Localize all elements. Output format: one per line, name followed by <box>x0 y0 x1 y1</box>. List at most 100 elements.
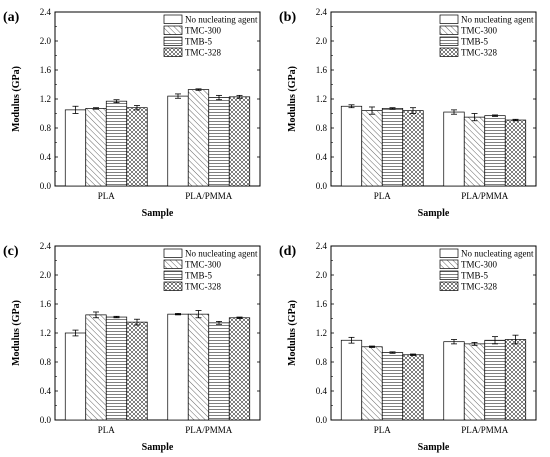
legend-swatch <box>163 248 183 258</box>
y-tick-label: 1.2 <box>316 328 327 338</box>
y-tick-label: 0.0 <box>316 181 328 191</box>
legend-swatch <box>439 259 459 269</box>
y-tick-label: 1.6 <box>316 299 328 309</box>
x-axis-label: Sample <box>142 208 174 219</box>
legend-swatch <box>163 36 183 46</box>
y-tick-label: 2.0 <box>40 270 52 280</box>
panel-label: (d) <box>279 244 296 259</box>
bar <box>187 89 210 187</box>
legend-label: TMB-5 <box>461 271 489 281</box>
y-tick-label: 1.6 <box>40 299 52 309</box>
y-tick-label: 2.4 <box>316 241 328 251</box>
legend-label: TMC-328 <box>461 282 498 292</box>
legend-label: TMC-328 <box>185 282 222 292</box>
bar <box>64 332 87 421</box>
panel-label: (c) <box>3 244 19 259</box>
legend-label: No nucleating agent <box>185 15 258 25</box>
bar <box>402 110 424 187</box>
x-tick-label: PLA/PMMA <box>185 425 233 435</box>
legend-swatch <box>163 47 183 57</box>
y-tick-label: 0.0 <box>316 415 328 425</box>
x-axis-label: Sample <box>418 208 450 219</box>
bar <box>463 343 486 421</box>
bar <box>208 322 230 421</box>
bar <box>105 316 128 421</box>
y-tick-label: 2.0 <box>316 36 328 46</box>
bar <box>443 111 465 187</box>
bar <box>228 96 251 187</box>
chart-panel: 0.0 0.4 0.8 1.2 1.6 2.0 2.4 Modulus (GPa) Sample… <box>3 7 261 219</box>
x-axis-label: Sample <box>418 442 450 453</box>
x-tick-label: PLA <box>374 191 392 201</box>
legend-label: No nucleating agent <box>461 249 534 259</box>
y-tick-label: 2.4 <box>316 7 328 17</box>
y-tick-label: 0.8 <box>40 123 52 133</box>
legend-label: No nucleating agent <box>185 249 258 259</box>
bar <box>187 313 210 421</box>
bar <box>167 95 189 187</box>
bar <box>504 119 527 187</box>
y-tick-label: 1.2 <box>316 94 327 104</box>
legend-swatch <box>439 270 459 280</box>
legend-swatch <box>163 259 183 269</box>
bar <box>361 110 383 187</box>
chart-panel: 0.0 0.4 0.8 1.2 1.6 2.0 2.4 Modulus (GPa) Sample… <box>3 241 261 453</box>
y-tick-label: 0.4 <box>316 152 328 162</box>
bar <box>463 116 486 187</box>
y-axis-label: Modulus (GPa) <box>287 300 298 366</box>
bar <box>443 341 465 421</box>
legend-label: TMC-328 <box>461 48 498 58</box>
bar <box>484 115 506 187</box>
bar <box>340 105 363 187</box>
bar <box>402 354 424 421</box>
chart-panel: 0.0 0.4 0.8 1.2 1.6 2.0 2.4 Modulus (GPa) Sample… <box>279 241 537 453</box>
legend-swatch <box>439 248 459 258</box>
x-tick-label: PLA/PMMA <box>185 191 233 201</box>
y-tick-label: 0.4 <box>40 386 52 396</box>
legend-swatch <box>163 281 183 291</box>
y-tick-label: 1.6 <box>40 65 52 75</box>
legend-swatch <box>439 47 459 57</box>
panel-label: (a) <box>3 10 20 25</box>
legend-swatch <box>439 14 459 24</box>
legend-swatch <box>439 25 459 35</box>
bar <box>85 314 107 421</box>
y-tick-label: 2.0 <box>40 36 52 46</box>
legend-label: TMC-300 <box>461 260 498 270</box>
legend-swatch <box>163 270 183 280</box>
x-tick-label: PLA/PMMA <box>461 191 509 201</box>
bar <box>208 97 230 187</box>
legend-swatch <box>163 14 183 24</box>
x-tick-label: PLA <box>374 425 392 435</box>
legend-label: TMC-300 <box>185 26 222 36</box>
bar <box>105 100 128 187</box>
x-tick-label: PLA <box>98 191 116 201</box>
bar <box>504 339 527 421</box>
bar <box>167 313 189 421</box>
y-tick-label: 0.0 <box>40 415 52 425</box>
bar <box>126 321 148 421</box>
y-tick-label: 0.4 <box>316 386 328 396</box>
x-tick-label: PLA <box>98 425 116 435</box>
legend-label: TMC-300 <box>461 26 498 36</box>
x-tick-label: PLA/PMMA <box>461 425 509 435</box>
bar <box>361 346 383 421</box>
legend-label: TMC-328 <box>185 48 222 58</box>
legend-swatch <box>163 25 183 35</box>
y-axis-label: Modulus (GPa) <box>11 300 22 366</box>
legend-swatch <box>439 36 459 46</box>
y-tick-label: 0.0 <box>40 181 52 191</box>
bar <box>64 109 87 187</box>
legend-swatch <box>439 281 459 291</box>
legend-label: TMC-300 <box>185 260 222 270</box>
y-tick-label: 1.6 <box>316 65 328 75</box>
bar <box>381 352 404 421</box>
y-axis-label: Modulus (GPa) <box>11 66 22 132</box>
y-tick-label: 1.2 <box>40 94 51 104</box>
x-axis-label: Sample <box>142 442 174 453</box>
y-axis-label: Modulus (GPa) <box>287 66 298 132</box>
y-tick-label: 0.4 <box>40 152 52 162</box>
bar <box>484 339 506 421</box>
legend-label: No nucleating agent <box>461 15 534 25</box>
